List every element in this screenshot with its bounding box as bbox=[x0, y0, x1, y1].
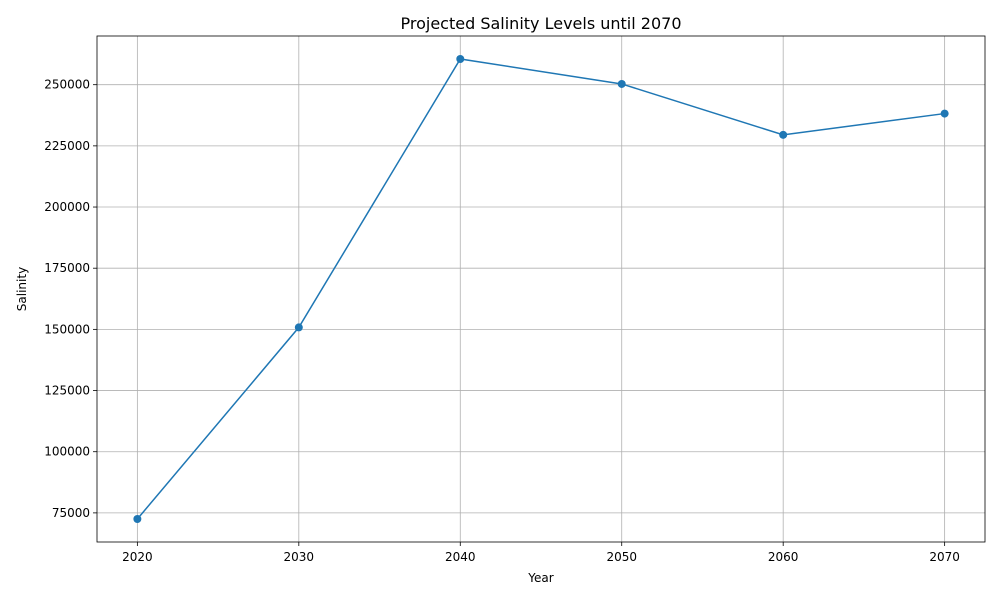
series-layer bbox=[133, 55, 949, 523]
x-tick-label: 2040 bbox=[445, 550, 476, 564]
x-tick-label: 2030 bbox=[284, 550, 315, 564]
y-tick-label: 125000 bbox=[44, 384, 90, 398]
chart-title: Projected Salinity Levels until 2070 bbox=[401, 14, 682, 33]
y-tick-label: 100000 bbox=[44, 445, 90, 459]
x-axis-label: Year bbox=[527, 571, 553, 585]
x-tick-label: 2070 bbox=[929, 550, 960, 564]
data-point bbox=[779, 130, 788, 139]
y-tick-label: 250000 bbox=[44, 78, 90, 92]
y-tick-label: 200000 bbox=[44, 200, 90, 214]
data-point bbox=[940, 109, 949, 118]
series-line bbox=[136, 58, 945, 520]
y-tick-label: 225000 bbox=[44, 139, 90, 153]
y-tick-label: 175000 bbox=[44, 261, 90, 275]
x-tick-label: 2050 bbox=[606, 550, 637, 564]
y-axis-label: Salinity bbox=[15, 267, 29, 311]
grid bbox=[97, 36, 985, 542]
axis-ticks: 2020 2030 2040 2050 2060 2070 75000 100000 12500… bbox=[44, 78, 960, 564]
plot-area-frame bbox=[96, 35, 986, 543]
y-tick-label: 150000 bbox=[44, 322, 90, 336]
y-tick-label: 75000 bbox=[52, 506, 90, 520]
data-point bbox=[456, 55, 465, 63]
x-tick-label: 2020 bbox=[122, 550, 153, 564]
data-point bbox=[133, 515, 142, 523]
data-point bbox=[617, 79, 626, 88]
data-point bbox=[294, 323, 303, 332]
x-tick-label: 2060 bbox=[768, 550, 799, 564]
